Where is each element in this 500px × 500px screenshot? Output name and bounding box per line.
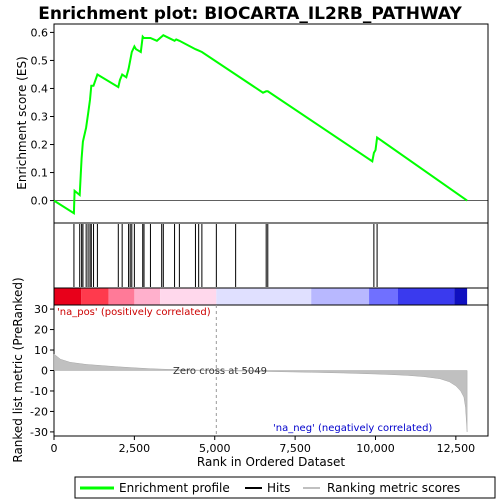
es-panel: 0.0 0.1 0.2 0.3 0.4 0.5 0.6 Enrichment score (… bbox=[15, 23, 489, 224]
metric-panel: 30 20 10 0 -10 -20 -30 0 2,500 5,000 7,500 10,000 1… bbox=[11, 277, 489, 469]
x-tick-label: 7,500 bbox=[279, 442, 311, 455]
x-tick-label: 2,500 bbox=[119, 442, 151, 455]
heatbar-segment bbox=[54, 288, 82, 305]
legend-hits-label: Hits bbox=[267, 481, 290, 495]
heatbar-segment bbox=[311, 288, 370, 305]
es-y-tick-label: 0.6 bbox=[31, 26, 49, 39]
zero-cross-label: Zero cross at 5049 bbox=[173, 366, 267, 377]
legend-ranking-label: Ranking metric scores bbox=[327, 481, 460, 495]
heatbar-segment bbox=[134, 288, 161, 305]
metric-y-tick-label: -20 bbox=[30, 405, 48, 418]
es-y-tick-label: 0.1 bbox=[31, 167, 49, 180]
metric-y-tick-label: 0 bbox=[41, 365, 48, 378]
heatbar-segment bbox=[454, 288, 468, 305]
ranked-list-heatbar bbox=[53, 287, 489, 306]
hits-panel bbox=[53, 222, 489, 289]
es-y-tick-label: 0.5 bbox=[31, 54, 49, 67]
es-y-tick-label: 0.0 bbox=[31, 195, 49, 208]
heatbar-segment bbox=[397, 288, 455, 305]
metric-y-axis-title: Ranked list metric (PreRanked) bbox=[11, 277, 25, 462]
es-panel-frame bbox=[53, 23, 489, 224]
es-y-axis: 0.0 0.1 0.2 0.3 0.4 0.5 0.6 bbox=[31, 26, 54, 208]
heatbar-segment bbox=[81, 288, 109, 305]
legend: Enrichment profile Hits Ranking metric s… bbox=[74, 476, 496, 499]
heatbar-segment bbox=[160, 288, 217, 305]
x-tick-label: 10,000 bbox=[356, 442, 395, 455]
ranking-metric-area bbox=[53, 353, 468, 432]
hit-lines bbox=[73, 224, 378, 287]
chart-title: Enrichment plot: BIOCARTA_IL2RB_PATHWAY bbox=[38, 4, 462, 24]
x-axis-title: Rank in Ordered Dataset bbox=[197, 455, 345, 469]
legend-enrichment-label: Enrichment profile bbox=[119, 481, 230, 495]
metric-y-tick-label: 30 bbox=[34, 303, 48, 316]
es-y-tick-label: 0.4 bbox=[31, 82, 49, 95]
positive-correlation-label: 'na_pos' (positively correlated) bbox=[57, 307, 211, 318]
negative-correlation-label: 'na_neg' (negatively correlated) bbox=[273, 423, 432, 434]
es-y-tick-label: 0.3 bbox=[31, 110, 49, 123]
es-y-tick-label: 0.2 bbox=[31, 139, 49, 152]
metric-y-axis: 30 20 10 0 -10 -20 -30 bbox=[30, 303, 54, 439]
es-y-axis-title: Enrichment score (ES) bbox=[15, 56, 29, 189]
metric-y-tick-label: -30 bbox=[30, 426, 48, 439]
enrichment-profile-line bbox=[53, 34, 468, 215]
heatbar-segment bbox=[369, 288, 398, 305]
heatbar-segment bbox=[216, 288, 312, 305]
metric-y-tick-label: -10 bbox=[30, 385, 48, 398]
heatbar-segment bbox=[108, 288, 135, 305]
x-tick-label: 5,000 bbox=[199, 442, 231, 455]
x-tick-label: 0 bbox=[51, 442, 58, 455]
x-tick-label: 12,500 bbox=[437, 442, 476, 455]
metric-y-tick-label: 10 bbox=[34, 344, 48, 357]
hits-panel-frame bbox=[53, 222, 489, 289]
metric-y-tick-label: 20 bbox=[34, 324, 48, 337]
legend-box bbox=[74, 476, 496, 499]
x-axis: 0 2,500 5,000 7,500 10,000 12,500 bbox=[51, 436, 476, 455]
